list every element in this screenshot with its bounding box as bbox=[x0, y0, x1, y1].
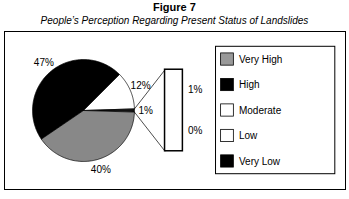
html-text:People’s Perception Regarding: People’s Perception Regarding Present St… bbox=[40, 15, 309, 26]
svg-text:Very Low: Very Low bbox=[239, 156, 281, 167]
html-text:Figure 7: Figure 7 bbox=[153, 1, 196, 13]
svg-text:Low: Low bbox=[239, 130, 258, 141]
svg-text:40%: 40% bbox=[91, 164, 111, 175]
svg-text:12%: 12% bbox=[131, 80, 151, 91]
svg-text:47%: 47% bbox=[34, 57, 54, 68]
svg-text:Moderate: Moderate bbox=[239, 105, 282, 116]
svg-text:1%: 1% bbox=[188, 84, 203, 95]
svg-text:Very High: Very High bbox=[239, 54, 282, 65]
svg-text:1%: 1% bbox=[138, 105, 153, 116]
svg-text:0%: 0% bbox=[188, 125, 203, 136]
svg-text:High: High bbox=[239, 79, 260, 90]
